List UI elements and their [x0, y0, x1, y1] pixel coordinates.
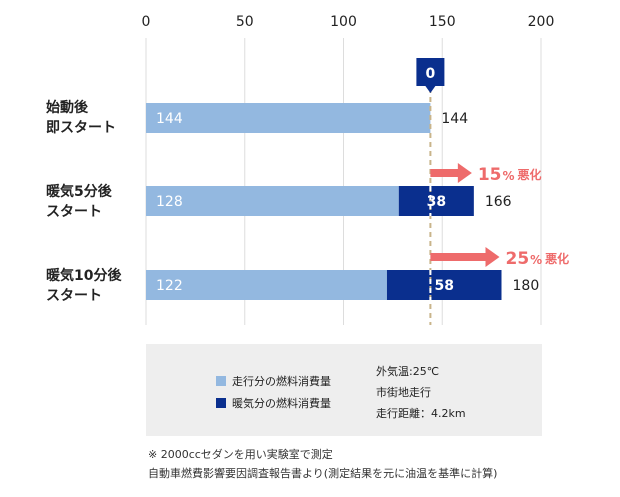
deterioration-unit-0: % [503, 169, 515, 183]
x-tick-label-1: 50 [236, 14, 254, 30]
warmup-zero-callout-pointer [425, 86, 436, 93]
legend-label-warmup: 暖気分の燃料消費量 [232, 397, 331, 410]
x-tick-label-3: 150 [429, 14, 456, 30]
deterioration-unit-1: % [530, 253, 542, 267]
deterioration-percent-0: 15 [478, 165, 502, 185]
condition-driving-mode: 市街地走行 [376, 386, 431, 399]
x-tick-label-2: 100 [330, 14, 357, 30]
legend-item-driving: 走行分の燃料消費量 [216, 373, 331, 389]
warmup-zero-callout [416, 58, 445, 86]
category-label-0: 始動後 即スタート [46, 100, 116, 136]
warmup-zero-label: 0 [426, 66, 436, 82]
bar-2-series-1 [386, 270, 502, 300]
bar-1-series-0 [146, 186, 399, 216]
note-measurement: ※ 2000ccセダンを用い実験室で測定 [148, 448, 333, 461]
bar-value-label-2-1: 58 [434, 278, 453, 294]
legend-swatch-warmup [216, 398, 226, 408]
bar-2-series-0 [146, 270, 387, 300]
bar-total-label-1: 166 [485, 194, 512, 210]
bar-1-series-1 [398, 186, 474, 216]
x-tick-label-0: 0 [142, 14, 151, 30]
deterioration-arrow-head-1 [485, 247, 500, 267]
legend-panel: 走行分の燃料消費量 暖気分の燃料消費量 外気温:25℃ 市街地走行 走行距離：4… [146, 344, 542, 436]
bar-value-label-1-1: 38 [427, 194, 446, 210]
legend-item-warmup: 暖気分の燃料消費量 [216, 395, 331, 411]
legend-label-driving: 走行分の燃料消費量 [232, 375, 331, 388]
condition-distance: 走行距離：4.2km [376, 407, 466, 420]
bar-value-label-1-0: 128 [156, 194, 183, 210]
bar-total-label-0: 144 [441, 111, 468, 127]
bar-value-label-0-0: 144 [156, 111, 183, 127]
deterioration-percent-1: 25 [506, 249, 530, 269]
deterioration-arrow-shaft-1 [430, 253, 488, 261]
bar-0-series-0 [146, 103, 431, 133]
bar-value-label-2-0: 122 [156, 278, 183, 294]
category-label-2: 暖気10分後 スタート [46, 268, 122, 304]
note-source: 自動車燃費影響要因調査報告書より(測定結果を元に油温を基準に計算) [148, 467, 498, 480]
bar-total-label-2: 180 [513, 278, 540, 294]
deterioration-arrow-head-0 [457, 163, 472, 183]
category-label-1: 暖気5分後 スタート [46, 184, 112, 220]
condition-temperature: 外気温:25℃ [376, 365, 440, 378]
deterioration-arrow-shaft-0 [430, 169, 460, 177]
legend-swatch-driving [216, 376, 226, 386]
deterioration-text-1: 悪化 [545, 251, 569, 266]
deterioration-text-0: 悪化 [518, 167, 542, 182]
x-tick-label-4: 200 [528, 14, 555, 30]
